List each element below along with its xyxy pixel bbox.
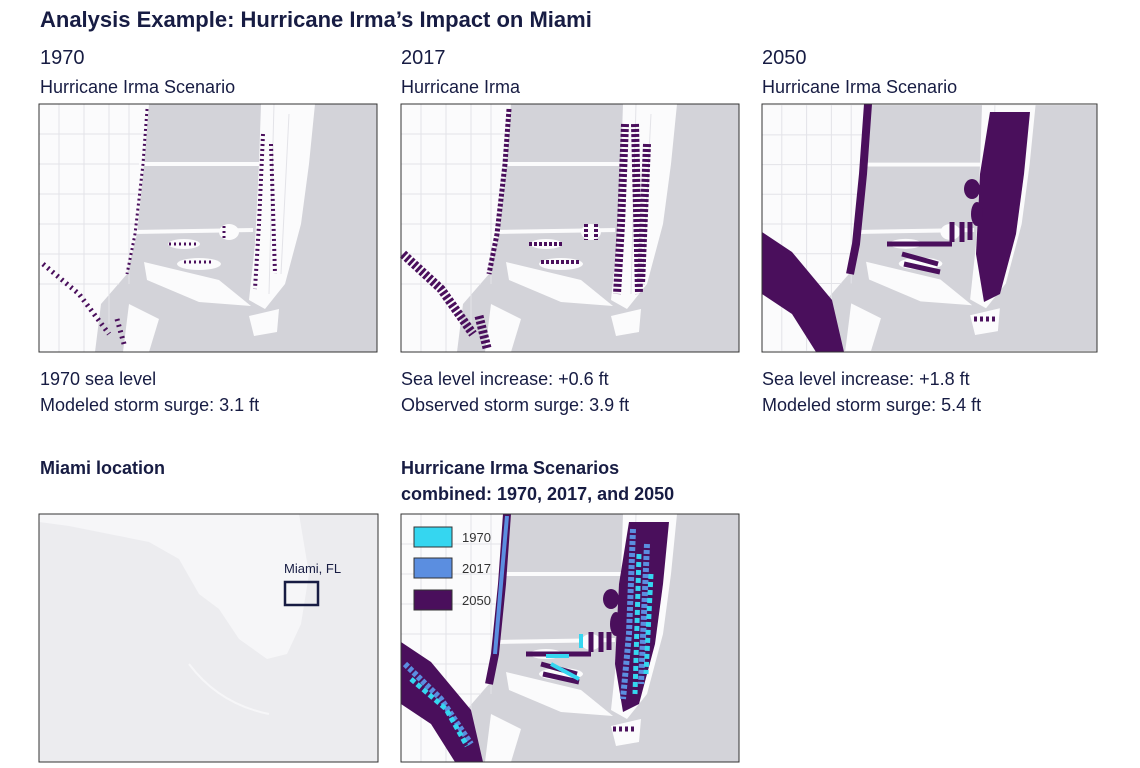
caption: 1970 sea level xyxy=(40,369,156,389)
map-label: Miami, FL xyxy=(284,561,341,576)
legend-label: 2050 xyxy=(462,593,491,608)
map-shape xyxy=(493,515,509,655)
map-combined: 1970 2017 2050 xyxy=(400,513,740,763)
panel-year: 2017 xyxy=(401,47,446,69)
legend-label: 1970 xyxy=(462,530,491,545)
florida-land xyxy=(39,514,309,659)
map-2017 xyxy=(400,103,740,353)
map-shape xyxy=(402,528,650,746)
map-frame xyxy=(761,103,1098,353)
panel-year: 1970 xyxy=(40,47,85,69)
map-frame xyxy=(400,103,740,353)
map-shape xyxy=(409,553,654,748)
miami-box xyxy=(283,580,320,607)
map-shape xyxy=(546,634,583,681)
keys xyxy=(188,663,270,715)
page-title: Analysis Example: Hurricane Irma’s Impac… xyxy=(40,7,592,32)
caption: Modeled storm surge: 5.4 ft xyxy=(762,395,981,415)
combined-title: Hurricane Irma Scenarios xyxy=(401,458,619,478)
combined-title: combined: 1970, 2017, and 2050 xyxy=(401,484,674,504)
base-map xyxy=(39,104,377,352)
map-frame xyxy=(38,513,379,763)
panel-year: 2050 xyxy=(762,47,807,69)
legend-swatch xyxy=(413,557,453,579)
map-frame xyxy=(400,513,740,763)
panel-subtitle: Hurricane Irma xyxy=(401,77,521,97)
caption: Sea level increase: +1.8 ft xyxy=(762,369,970,389)
base-map xyxy=(401,104,739,352)
caption: Modeled storm surge: 3.1 ft xyxy=(40,395,259,415)
caption: Sea level increase: +0.6 ft xyxy=(401,369,609,389)
caption: Observed storm surge: 3.9 ft xyxy=(401,395,629,415)
location-map: Miami, FL xyxy=(38,513,379,763)
panel-subtitle: Hurricane Irma Scenario xyxy=(762,77,957,97)
legend-swatch xyxy=(413,526,453,548)
location-title: Miami location xyxy=(40,458,165,478)
flood-extent-2017 xyxy=(402,515,650,746)
legend-label: 2017 xyxy=(462,561,491,576)
map-frame xyxy=(38,103,378,353)
map-1970 xyxy=(38,103,378,353)
panel-subtitle: Hurricane Irma Scenario xyxy=(40,77,235,97)
map-2050 xyxy=(761,103,1098,353)
legend-swatch xyxy=(413,589,453,611)
flood-extent-1970 xyxy=(409,553,654,748)
